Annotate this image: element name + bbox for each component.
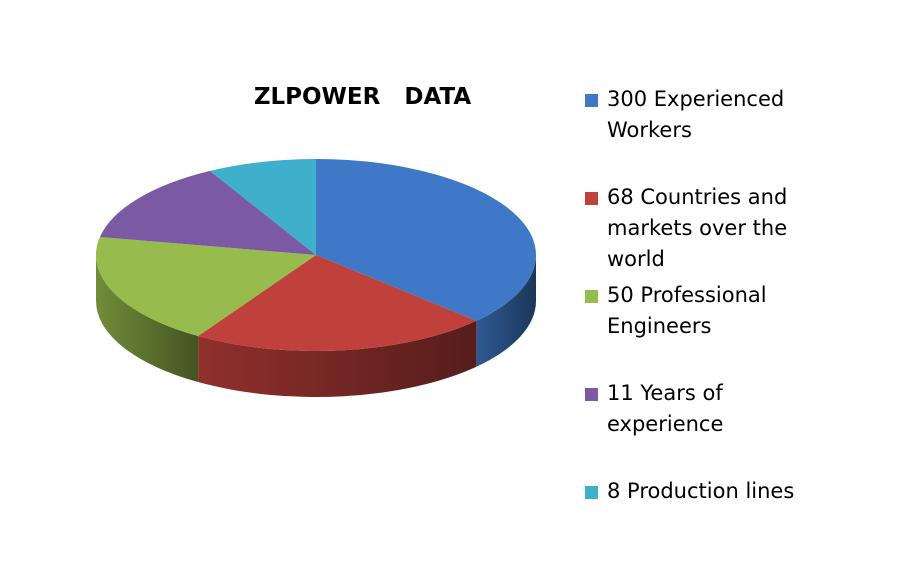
legend-swatch	[585, 388, 598, 401]
legend-label: 8 Production lines	[607, 479, 795, 503]
legend-item: 11 Years of experience	[585, 378, 815, 476]
chart-title: ZLPOWER DATA	[253, 84, 472, 110]
legend-item: 68 Countries and markets over the world	[585, 182, 815, 280]
pie-wall	[96, 255, 199, 383]
legend-label: 68 Countries and markets over the world	[607, 185, 788, 271]
legend-item: 50 Professional Engineers	[585, 280, 815, 378]
pie-wall	[198, 320, 477, 398]
legend-label: 11 Years of experience	[607, 381, 724, 436]
legend: 300 Experienced Workers 68 Countries and …	[585, 84, 815, 574]
legend-swatch	[585, 94, 598, 107]
legend-swatch	[585, 192, 598, 205]
pie-slice	[198, 255, 477, 351]
legend-label: 50 Professional Engineers	[607, 283, 767, 338]
pie-slice	[210, 159, 316, 255]
legend-swatch	[585, 290, 598, 303]
pie-slice	[99, 170, 316, 255]
legend-item: 300 Experienced Workers	[585, 84, 815, 182]
legend-item: 8 Production lines	[585, 476, 815, 574]
legend-label: 300 Experienced Workers	[607, 87, 785, 142]
pie-wall	[476, 255, 536, 367]
legend-swatch	[585, 486, 598, 499]
pie-slice	[95, 237, 316, 337]
pie-slice	[316, 159, 536, 321]
